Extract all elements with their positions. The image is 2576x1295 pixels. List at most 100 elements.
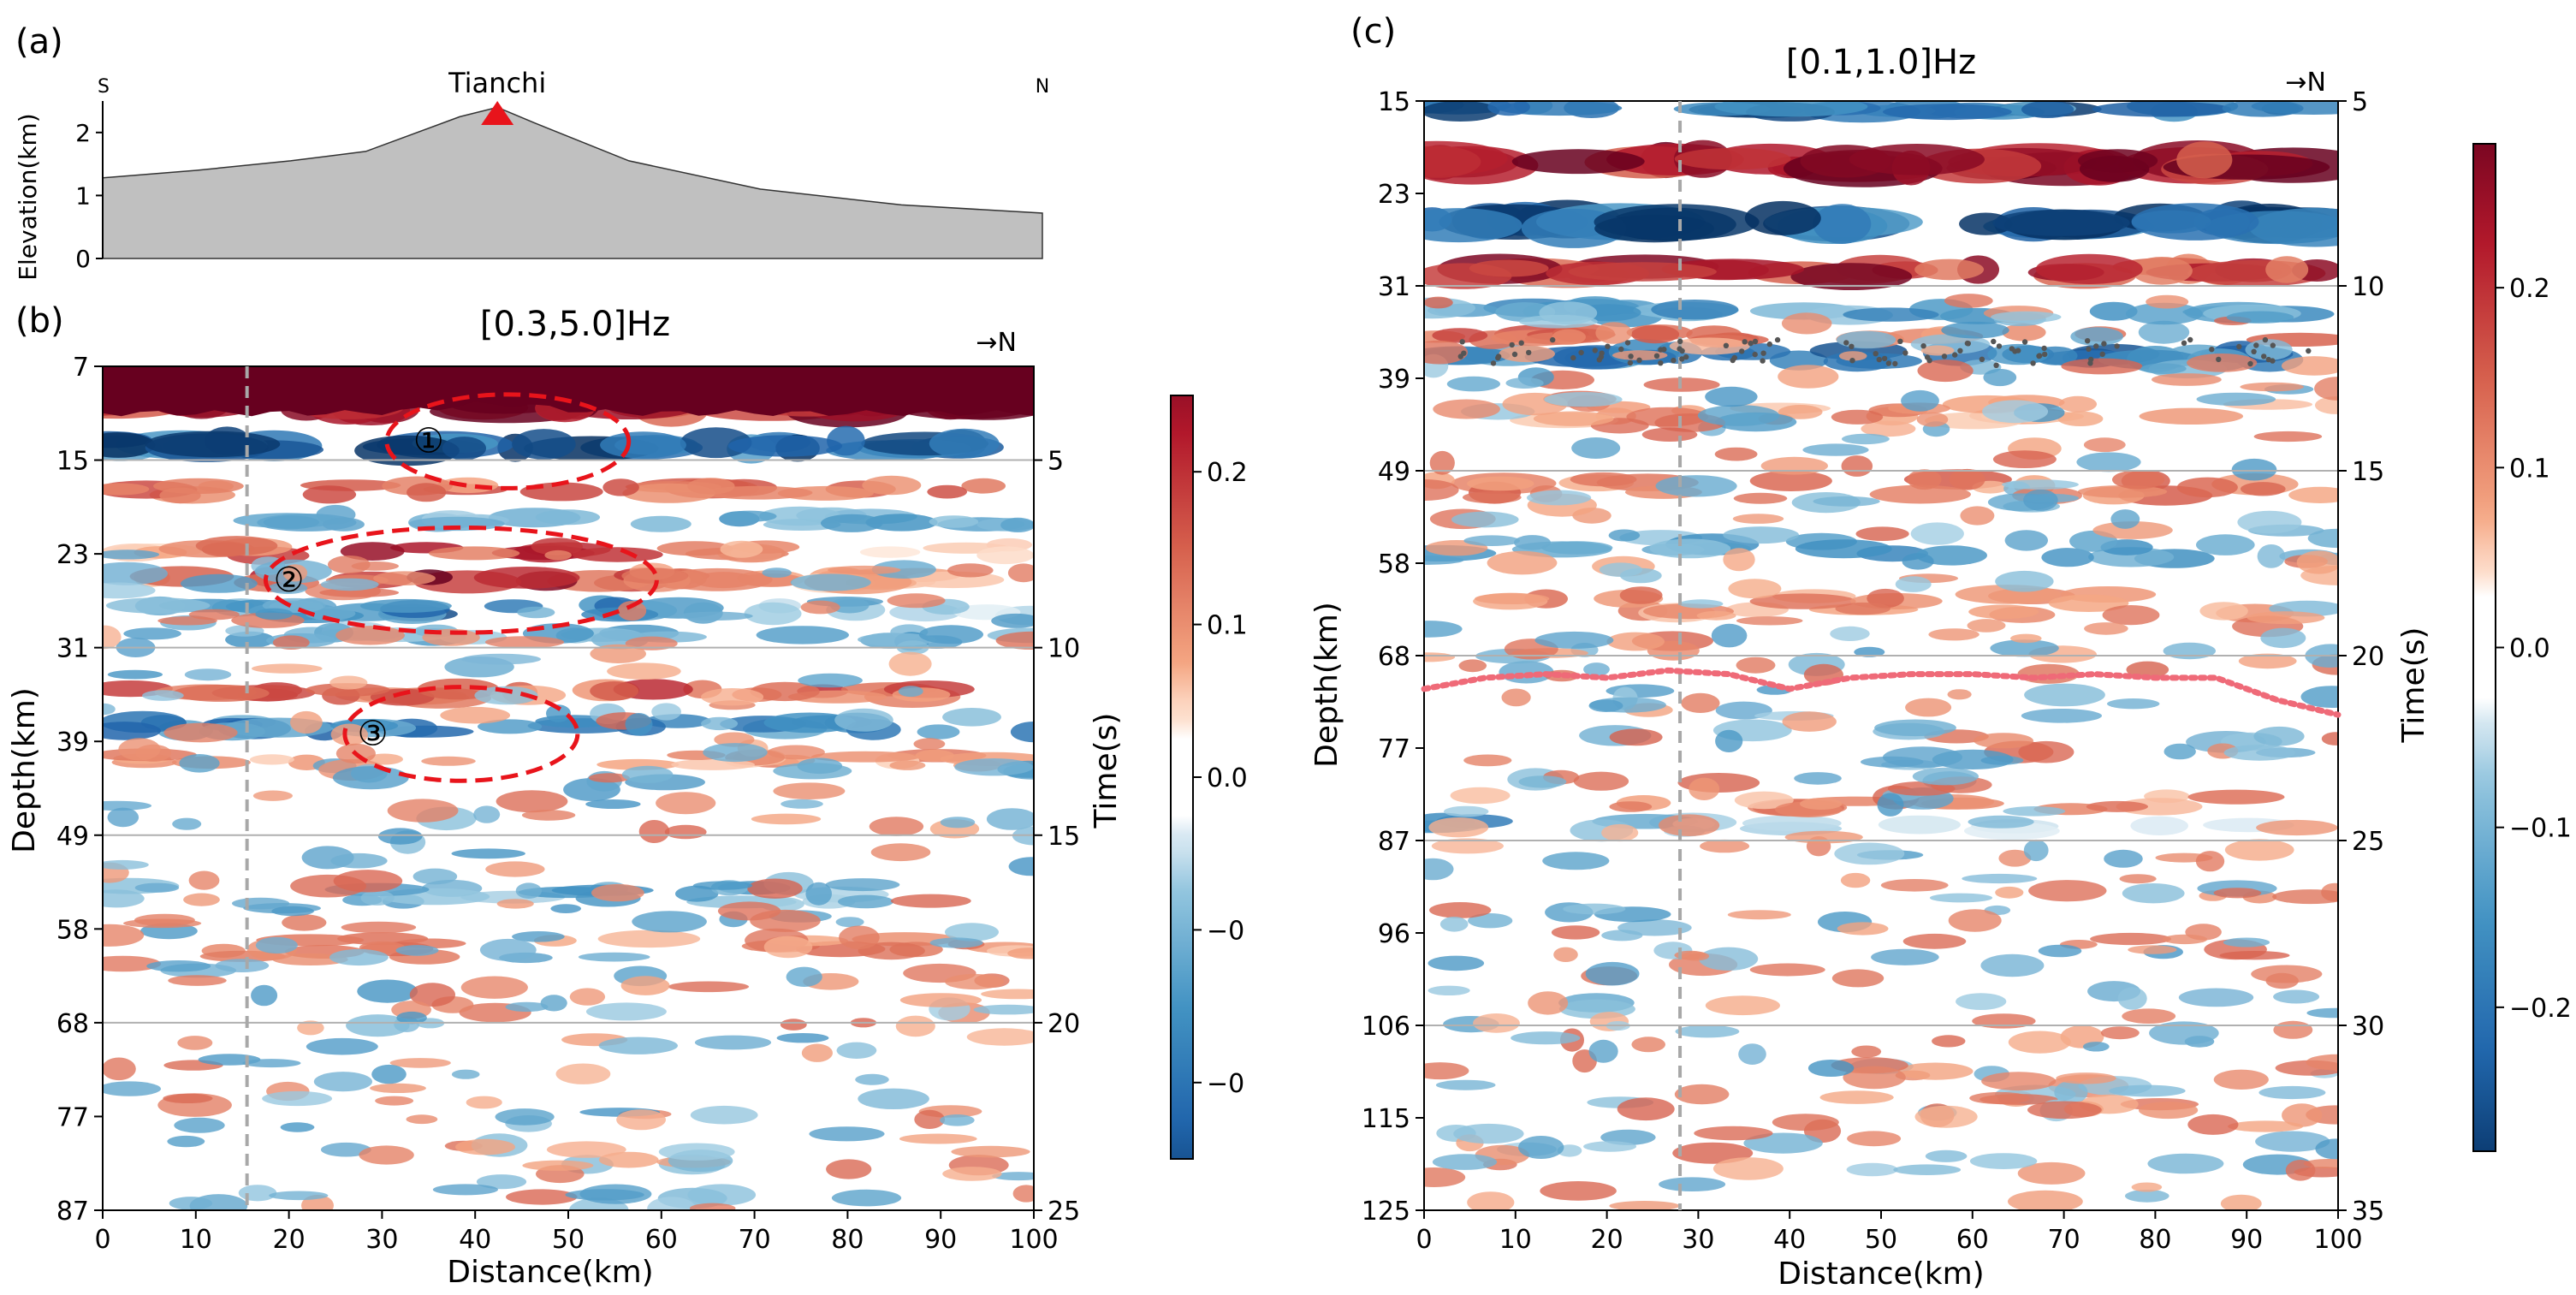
noise-blob [2231, 458, 2277, 481]
noise-blob [332, 766, 409, 790]
noise-blob [839, 925, 880, 950]
noise-blob [638, 820, 670, 843]
noise-blob [335, 626, 405, 645]
reflection-blob [1843, 307, 1939, 322]
reflection-blob [172, 684, 270, 702]
reflection-blob [2035, 253, 2143, 284]
noise-blob [750, 909, 821, 932]
noise-blob [1928, 628, 1979, 641]
noise-blob [1998, 849, 2032, 867]
noise-blob [651, 703, 681, 721]
pick-dot [1902, 350, 1908, 356]
noise-blob [1723, 526, 1800, 544]
noise-blob [2021, 709, 2102, 723]
noise-blob [1463, 491, 1522, 504]
noise-blob [1831, 969, 1885, 988]
noise-blob [1439, 917, 1469, 932]
noise-blob [801, 1043, 834, 1062]
noise-blob [1782, 711, 1837, 732]
reflection-blob [671, 758, 755, 770]
noise-blob [1487, 550, 1558, 575]
pick-dot [2236, 343, 2242, 350]
noise-blob [2010, 633, 2042, 644]
noise-blob [2076, 452, 2141, 472]
noise-blob [2146, 294, 2189, 309]
noise-blob [177, 1036, 213, 1050]
noise-blob [1583, 1141, 1637, 1152]
annotation-label-2: ② [274, 561, 305, 600]
x-tick-label: 60 [1956, 1225, 1989, 1255]
pick-dot [2085, 338, 2091, 344]
noise-blob [1861, 420, 1916, 437]
noise-blob [1736, 616, 1803, 626]
pick-dot [1598, 353, 1605, 360]
pick-dot [1897, 338, 1903, 344]
x-tick-label: 50 [552, 1225, 585, 1255]
noise-blob [2122, 1008, 2176, 1024]
noise-blob [2149, 1021, 2219, 1045]
x-tick-label: 40 [1773, 1225, 1806, 1255]
reflection-blob [105, 597, 211, 614]
pick-dot [2030, 360, 2036, 366]
noise-blob [1914, 1105, 1978, 1128]
pick-dot [1748, 340, 1754, 347]
noise-blob [858, 1088, 929, 1110]
reflection-blob [1749, 593, 1856, 609]
reflection-blob [1511, 149, 1645, 175]
noise-blob [271, 906, 314, 917]
pick-dot [1993, 362, 1999, 368]
noise-blob [585, 799, 641, 809]
noise-blob [146, 960, 211, 972]
noise-blob [1760, 456, 1828, 475]
colorbar-tick-label: 0.1 [1207, 611, 1248, 641]
noise-blob [1723, 548, 1755, 572]
reflection-blob [1432, 328, 1488, 343]
x-tick-label: 80 [831, 1225, 864, 1255]
depth-tick-label: 31 [1378, 272, 1410, 302]
pick-dot [1605, 343, 1611, 349]
reflection-blob [2092, 101, 2232, 117]
noise-blob [1781, 312, 1832, 335]
reflection-blob [929, 428, 1000, 459]
reflection-blob [2130, 816, 2188, 835]
noise-blob [290, 710, 323, 734]
noise-blob [954, 758, 1034, 776]
reflection-blob [727, 435, 843, 457]
pick-dot [1996, 343, 2003, 349]
time-tick-label: 5 [1048, 447, 1064, 477]
reflection-blob [354, 435, 460, 466]
noise-blob [1712, 1157, 1784, 1180]
noise-blob [888, 651, 932, 676]
noise-blob [2110, 509, 2140, 529]
noise-blob [2306, 1054, 2338, 1071]
noise-blob [2187, 1114, 2239, 1135]
noise-blob [966, 1028, 1034, 1046]
noise-blob [1573, 771, 1629, 791]
noise-blob [701, 688, 764, 706]
noise-blob [172, 817, 202, 830]
pick-dot [1766, 341, 1772, 348]
noise-blob [440, 706, 511, 724]
noise-blob [914, 1109, 946, 1129]
noise-blob [1932, 1035, 1966, 1048]
reflection-blob [473, 567, 580, 589]
colorbar-tick-label: 0.0 [2509, 634, 2550, 664]
depth-tick-label: 49 [56, 822, 89, 852]
noise-blob [1969, 1153, 2038, 1169]
noise-blob [767, 745, 825, 760]
noise-blob [329, 948, 389, 966]
reflection-blob [123, 627, 181, 640]
noise-blob [1697, 405, 1780, 426]
reflection-blob [134, 882, 180, 893]
noise-blob [282, 914, 327, 931]
pick-dot [1671, 357, 1677, 364]
noise-blob [2084, 622, 2128, 635]
noise-blob [858, 942, 925, 960]
noise-blob [2002, 479, 2079, 490]
noise-blob [625, 713, 653, 736]
depth-tick-label: 68 [1378, 642, 1410, 672]
noise-blob [1612, 350, 1668, 360]
elevation-axis-label: Elevation(km) [14, 113, 42, 280]
pick-dot [1760, 350, 1766, 356]
pick-dot [1459, 339, 1465, 345]
